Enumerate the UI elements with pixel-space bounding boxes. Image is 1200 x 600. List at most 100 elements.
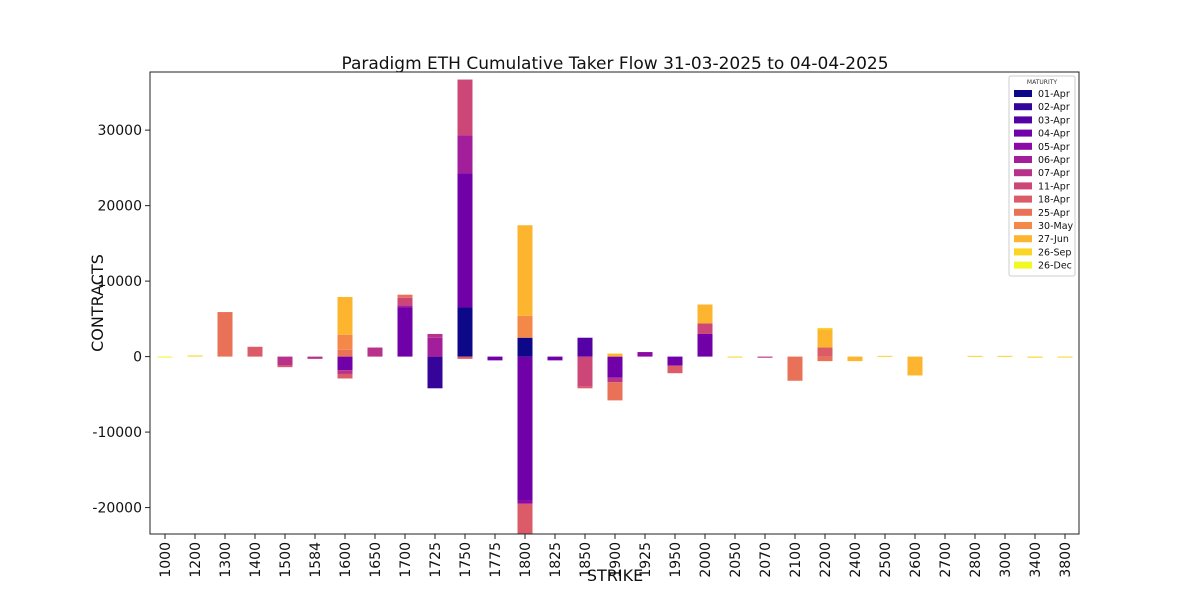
bar-segment	[397, 305, 413, 308]
legend-swatch	[1014, 116, 1032, 124]
bar-segment	[517, 356, 533, 501]
bar-segment	[1027, 356, 1043, 358]
bar-segment	[397, 307, 413, 357]
bar-segment	[577, 386, 593, 389]
bar-segment	[517, 337, 533, 357]
chart-title: Paradigm ETH Cumulative Taker Flow 31-03…	[341, 54, 888, 74]
x-tick-label: 1500	[278, 542, 294, 578]
bar-segment	[337, 370, 353, 374]
x-tick-label: 1825	[548, 542, 564, 578]
legend-label: 02-Apr	[1038, 102, 1070, 113]
bar-segment	[607, 356, 623, 378]
x-tick-label: 2700	[938, 542, 954, 578]
legend-label: 05-Apr	[1038, 142, 1070, 153]
bar-segment	[637, 352, 653, 357]
x-axis-title: STRIKE	[587, 566, 643, 585]
legend-swatch	[1014, 261, 1032, 269]
bar-segment	[457, 79, 473, 136]
x-tick-label: 1750	[458, 542, 474, 578]
y-axis: -20000 -10000 0 10000 20000 30000	[92, 123, 150, 517]
x-tick-label: 2070	[758, 542, 774, 578]
bars	[157, 79, 1073, 534]
bar-segment	[397, 294, 413, 298]
bar-segment	[337, 296, 353, 335]
bar-segment	[217, 312, 233, 357]
bar-segment	[577, 337, 593, 357]
bar-segment	[607, 377, 623, 383]
x-tick-label: 2400	[848, 542, 864, 578]
legend-label: 01-Apr	[1038, 89, 1070, 100]
bar-segment	[607, 353, 623, 357]
bar-segment	[457, 135, 473, 174]
bar-segment	[667, 356, 683, 366]
bar-segment	[817, 327, 833, 330]
bar-segment	[907, 356, 923, 376]
y-axis-title: CONTRACTS	[88, 254, 107, 352]
x-tick-label: 1950	[668, 542, 684, 578]
bar-segment	[667, 365, 683, 374]
x-tick-label: 2200	[818, 542, 834, 578]
legend-title: MATURITY	[1027, 79, 1057, 86]
y-tick-label: 30000	[97, 123, 142, 139]
bar-segment	[757, 356, 773, 358]
bar-segment	[817, 329, 833, 348]
bar-segment	[1057, 356, 1073, 358]
bar-segment	[307, 356, 323, 359]
y-tick-label: -20000	[92, 501, 142, 517]
legend-swatch	[1014, 129, 1032, 137]
bar-segment	[277, 365, 293, 368]
legend-swatch	[1014, 169, 1032, 177]
legend-label: 30-May	[1038, 221, 1074, 232]
x-tick-label: 1775	[488, 542, 504, 578]
x-tick-label: 1400	[248, 542, 264, 578]
bar-segment	[607, 382, 623, 401]
y-tick-label: 10000	[97, 274, 142, 290]
x-tick-label: 3000	[998, 542, 1014, 578]
x-tick-label: 1900	[608, 542, 624, 578]
legend-label: 07-Apr	[1038, 168, 1070, 179]
legend-swatch	[1014, 90, 1032, 97]
x-tick-label: 1000	[158, 542, 174, 578]
plot-frame	[149, 71, 1080, 535]
bar-segment	[277, 356, 293, 366]
x-tick-label: 2800	[968, 542, 984, 578]
bar-segment	[697, 323, 713, 334]
bar-segment	[877, 355, 893, 357]
bar-segment	[187, 355, 203, 357]
x-tick-label: 1200	[188, 542, 204, 578]
bar-segment	[457, 356, 473, 359]
legend-swatch	[1014, 208, 1032, 216]
x-axis: 1000 1200 1300 1400 1500 1584 1600 1650 1700 1725…	[158, 534, 1074, 578]
x-tick-label: 2600	[908, 542, 924, 578]
x-tick-label: 2050	[728, 542, 744, 578]
bar-segment	[697, 304, 713, 324]
legend-label: 18-Apr	[1038, 195, 1070, 206]
x-tick-label: 3800	[1058, 542, 1074, 578]
legend-label: 06-Apr	[1038, 155, 1070, 166]
legend: MATURITY 01-Apr 02-Apr 03-Apr 04-Apr 05-Apr 0…	[1008, 75, 1076, 277]
x-tick-label: 3400	[1028, 542, 1044, 578]
bar-segment	[727, 356, 743, 358]
bar-segment	[967, 355, 983, 357]
legend-swatch	[1014, 248, 1032, 256]
x-tick-label: 1600	[338, 542, 354, 578]
bar-segment	[547, 356, 563, 361]
bar-segment	[817, 347, 833, 357]
bar-segment	[697, 333, 713, 357]
bar-segment	[517, 500, 533, 504]
bar-segment	[577, 356, 593, 387]
bar-segment	[337, 334, 353, 350]
bar-segment	[847, 356, 863, 362]
bar-segment	[517, 225, 533, 316]
legend-swatch	[1014, 235, 1032, 243]
x-tick-label: 1925	[638, 542, 654, 578]
bar-segment	[337, 373, 353, 379]
bar-segment	[427, 356, 443, 389]
legend-label: 11-Apr	[1038, 181, 1070, 192]
bar-segment	[817, 356, 833, 362]
legend-swatch	[1014, 142, 1032, 150]
legend-swatch	[1014, 103, 1032, 111]
bar-segment	[457, 173, 473, 308]
y-tick-label: 20000	[97, 199, 142, 215]
